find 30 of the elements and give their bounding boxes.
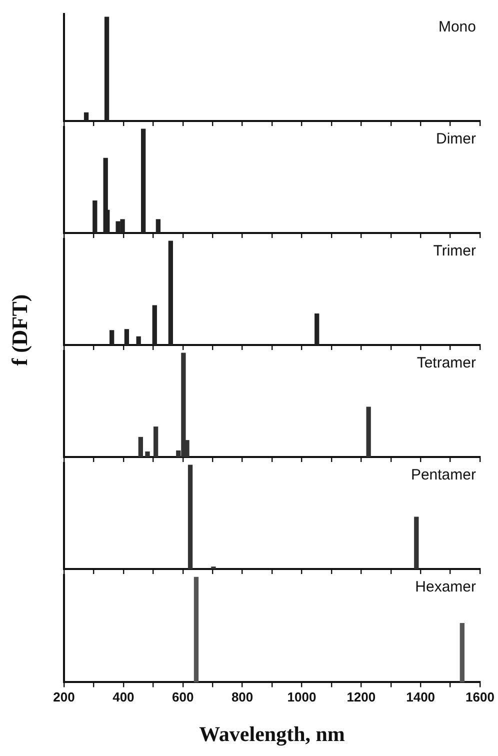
bar: [314, 314, 320, 345]
x-tick-label: 1600: [466, 690, 494, 705]
chart-title: Mono: [438, 18, 476, 36]
bar: [145, 451, 150, 457]
bar: [124, 329, 130, 345]
x-tick-label: 600: [172, 690, 194, 705]
x-tick-label: 200: [53, 690, 75, 705]
y-axis-title: f (DFT): [7, 294, 33, 366]
chart-title: Hexamer: [415, 578, 476, 596]
chart-title: Trimer: [433, 242, 476, 260]
bar: [110, 330, 114, 345]
bar: [168, 240, 174, 345]
bar: [136, 336, 141, 345]
bar: [92, 200, 98, 233]
bar: [120, 219, 125, 233]
x-tick-label: 1400: [406, 690, 436, 705]
bar: [138, 436, 143, 457]
x-tick-label: 1200: [346, 690, 376, 705]
x-axis-title: Wavelength, nm: [199, 722, 346, 746]
chart-title: Tetramer: [416, 354, 476, 372]
bar: [141, 128, 146, 233]
bar: [366, 406, 371, 457]
chart-title: Dimer: [436, 130, 476, 148]
bar: [153, 426, 158, 457]
chart-title: Pentamer: [410, 466, 476, 484]
x-tick-label: 1000: [287, 690, 316, 705]
bar: [152, 305, 157, 345]
bar: [156, 219, 161, 233]
x-tick-label: 800: [231, 690, 254, 705]
x-tick-label: 400: [112, 690, 134, 705]
